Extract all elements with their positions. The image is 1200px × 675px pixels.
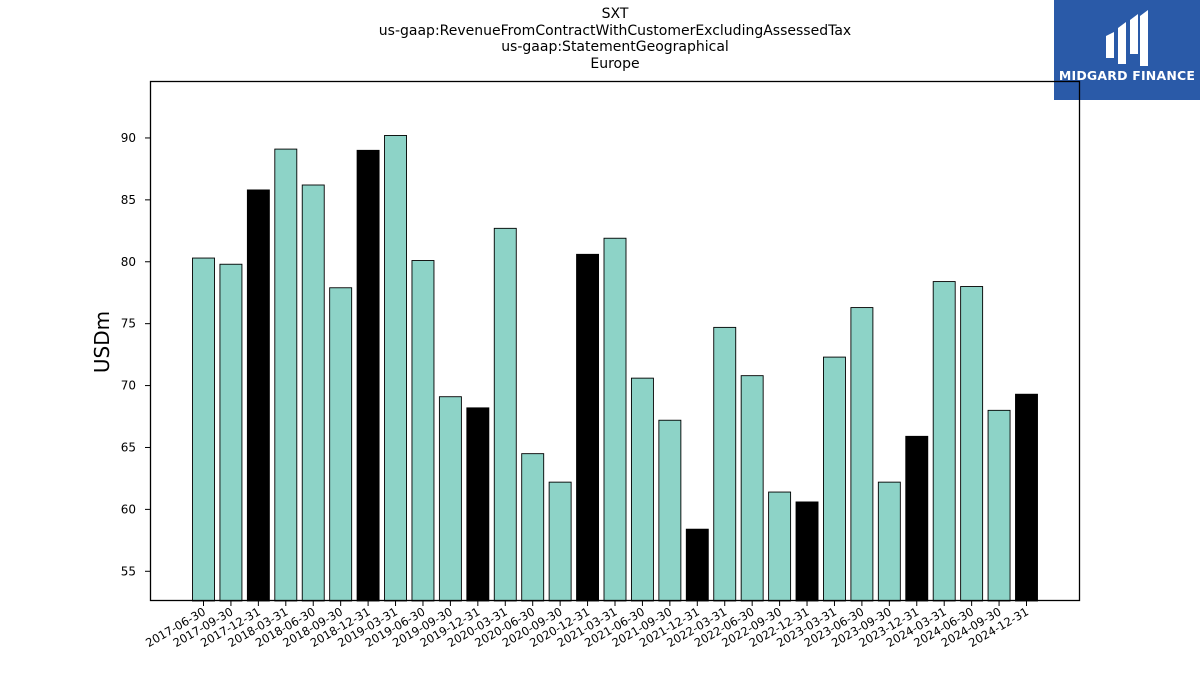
logo-mark-icon bbox=[1106, 10, 1148, 66]
bar-2018-12-31 bbox=[356, 149, 380, 602]
y-tick-label: 80 bbox=[121, 255, 136, 269]
bar-2017-12-31 bbox=[246, 189, 270, 602]
bar-2020-09-30 bbox=[548, 481, 572, 602]
bar-2022-09-30 bbox=[768, 491, 792, 602]
chart-title: SXT us-gaap:RevenueFromContractWithCusto… bbox=[150, 6, 1080, 72]
brand-logo: MIDGARD FINANCE bbox=[1054, 0, 1200, 100]
bar-2023-03-31 bbox=[823, 356, 846, 602]
bar-2023-06-30 bbox=[850, 307, 874, 602]
bar-2018-06-30 bbox=[301, 184, 325, 602]
title-line-axis: us-gaap:StatementGeographical bbox=[501, 39, 729, 55]
bar-2019-06-30 bbox=[411, 260, 435, 602]
logo-name: MIDGARD FINANCE bbox=[1058, 68, 1196, 83]
bar-2023-09-30 bbox=[877, 481, 901, 602]
bar-2020-06-30 bbox=[521, 453, 545, 602]
y-tick-label: 85 bbox=[121, 193, 136, 207]
y-tick-label: 60 bbox=[121, 502, 136, 516]
title-line-ticker: SXT bbox=[601, 6, 629, 22]
bar-2019-03-31 bbox=[384, 135, 407, 602]
bar-2024-03-31 bbox=[932, 281, 956, 602]
bar-2021-09-30 bbox=[658, 419, 682, 602]
y-tick-label: 65 bbox=[121, 440, 136, 454]
bar-2021-06-30 bbox=[630, 377, 654, 602]
bar-2022-03-31 bbox=[713, 326, 737, 602]
bar-2023-12-31 bbox=[905, 435, 929, 602]
bar-2017-09-30 bbox=[219, 263, 243, 602]
y-axis-label: USDm bbox=[90, 311, 114, 373]
bar-2020-03-31 bbox=[493, 227, 517, 602]
bar-2019-09-30 bbox=[438, 396, 462, 602]
plot-frame bbox=[149, 80, 1081, 602]
bar-2024-06-30 bbox=[960, 286, 984, 602]
bar-2022-06-30 bbox=[740, 375, 764, 602]
bar-2020-12-31 bbox=[576, 253, 600, 602]
bar-2021-03-31 bbox=[603, 237, 627, 602]
bar-2017-06-30 bbox=[192, 257, 215, 602]
y-tick-label: 70 bbox=[121, 379, 136, 393]
y-tick-label: 75 bbox=[121, 317, 136, 331]
bar-2021-12-31 bbox=[685, 528, 709, 602]
bars-group bbox=[192, 135, 1038, 602]
x-axis: 2017-06-302017-09-302017-12-312018-03-31… bbox=[143, 601, 1031, 650]
bar-2024-12-31 bbox=[1015, 393, 1038, 602]
bar-2022-12-31 bbox=[795, 501, 819, 602]
bar-2018-09-30 bbox=[329, 287, 353, 602]
bar-2019-12-31 bbox=[466, 407, 490, 602]
title-line-member: Europe bbox=[590, 55, 640, 72]
title-line-concept: us-gaap:RevenueFromContractWithCustomerE… bbox=[378, 22, 852, 39]
bar-2024-09-30 bbox=[987, 409, 1011, 602]
y-tick-label: 55 bbox=[121, 564, 136, 578]
bar-2018-03-31 bbox=[274, 148, 298, 602]
y-tick-label: 90 bbox=[121, 131, 136, 145]
y-axis: 55 60 65 70 75 80 85 90 bbox=[121, 131, 150, 578]
